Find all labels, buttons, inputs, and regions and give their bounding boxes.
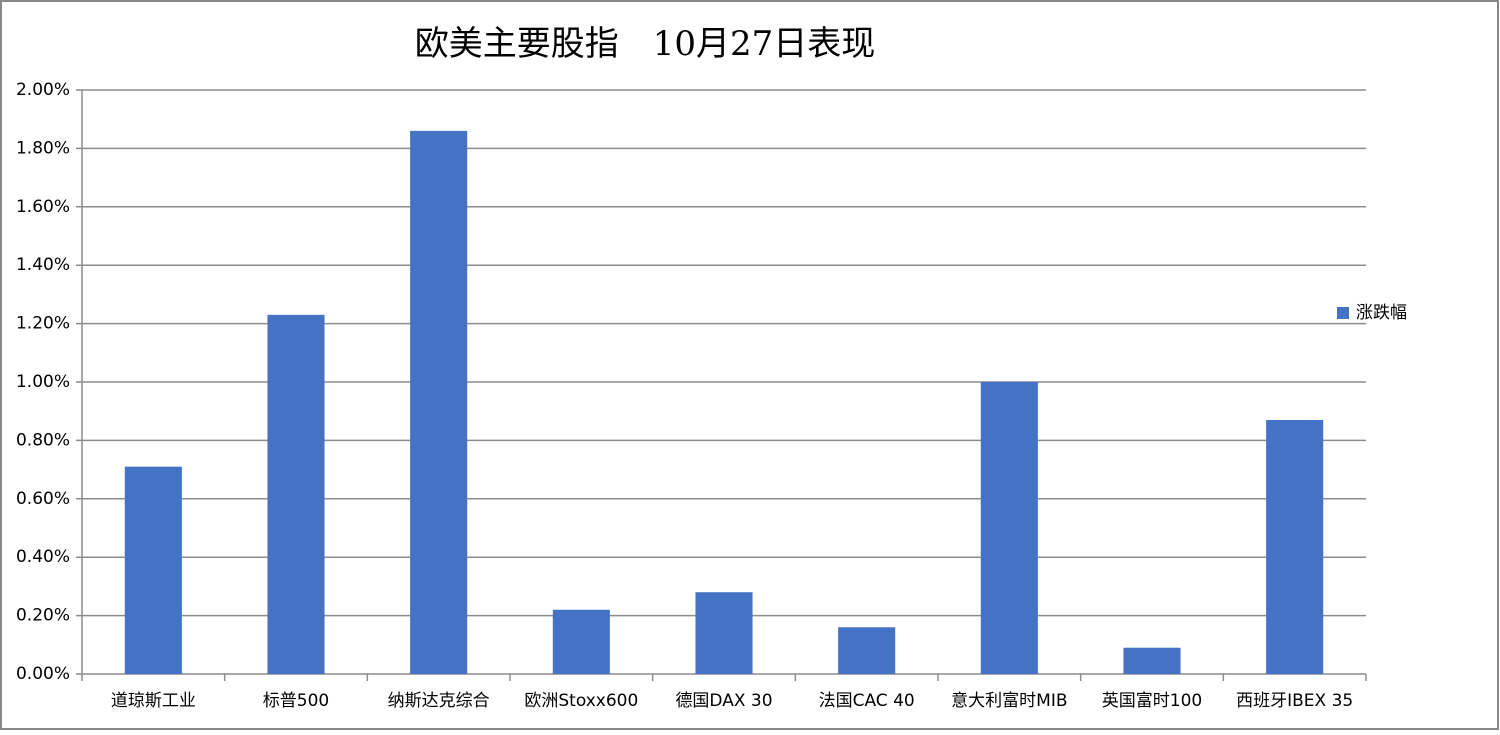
x-tick-label: 意大利富时MIB — [951, 691, 1067, 711]
bar — [267, 314, 325, 674]
x-tick-label: 道琼斯工业 — [111, 691, 196, 711]
y-tick-label: 0.40% — [16, 547, 70, 567]
chart-title: 欧美主要股指 10月27日表现 — [415, 24, 876, 64]
x-tick-label: 英国富时100 — [1102, 691, 1202, 711]
y-tick-label: 0.60% — [16, 489, 70, 509]
bar — [124, 466, 182, 674]
y-tick-label: 2.00% — [16, 80, 70, 100]
y-tick-label: 1.00% — [16, 372, 70, 392]
y-tick-label: 0.80% — [16, 430, 70, 450]
x-tick-label: 西班牙IBEX 35 — [1236, 691, 1353, 711]
bar — [838, 627, 896, 674]
x-tick-label: 德国DAX 30 — [675, 691, 772, 711]
x-tick-label: 欧洲Stoxx600 — [524, 691, 638, 711]
bar — [1266, 419, 1324, 674]
y-tick-label: 1.80% — [16, 138, 70, 158]
bar — [1123, 647, 1181, 674]
y-tick-label: 0.20% — [16, 606, 70, 626]
bar — [552, 609, 610, 674]
y-tick-label: 1.20% — [16, 314, 70, 334]
legend-swatch — [1337, 307, 1349, 319]
y-tick-label: 1.60% — [16, 197, 70, 217]
x-tick-label: 法国CAC 40 — [819, 691, 915, 711]
bar — [410, 130, 468, 674]
x-tick-label: 标普500 — [263, 691, 329, 711]
x-tick-label: 纳斯达克综合 — [388, 691, 490, 711]
y-tick-label: 1.40% — [16, 255, 70, 275]
y-tick-label: 0.00% — [16, 664, 70, 684]
bar — [980, 382, 1038, 674]
bar — [695, 592, 753, 674]
legend-label: 涨跌幅 — [1356, 303, 1407, 323]
